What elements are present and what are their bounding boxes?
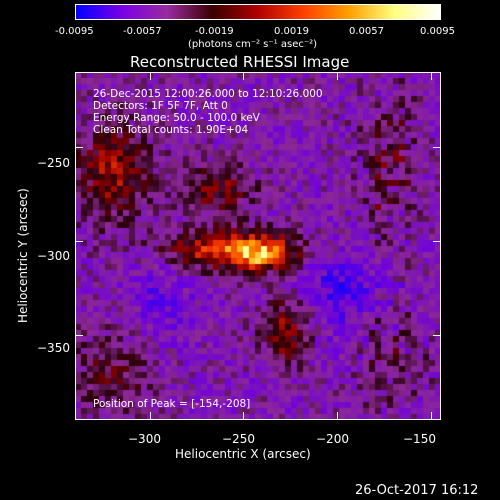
x-tick-label: −250: [222, 432, 255, 446]
y-tick-mark: [433, 240, 441, 242]
y-axis-label: Heliocentric Y (arcsec): [16, 188, 30, 323]
colorbar-tick-label: -0.0019: [195, 26, 234, 37]
y-tick-label: −300: [37, 249, 70, 263]
x-axis-label: Heliocentric X (arcsec): [175, 447, 311, 461]
x-tick-mark: [149, 412, 151, 420]
x-tick-label: −200: [316, 432, 349, 446]
colorbar-tick-label: 0.0057: [349, 26, 384, 37]
y-tick-label: −350: [37, 341, 70, 355]
x-tick-mark: [337, 412, 339, 420]
y-tick-mark: [75, 146, 83, 148]
colorbar-tick-label: -0.0057: [123, 26, 162, 37]
y-tick-mark: [75, 334, 83, 336]
x-tick-mark: [431, 412, 433, 420]
colorbar-tick-label: 0.0095: [420, 26, 455, 37]
plot-area: [75, 72, 441, 420]
detectors-info: Detectors: 1F 5F 7F, Att 0: [93, 100, 228, 112]
render-timestamp: 26-Oct-2017 16:12: [355, 483, 479, 498]
clean-counts-info: Clean Total counts: 1.90E+04: [93, 124, 249, 136]
y-tick-label: −250: [37, 156, 70, 170]
observation-time-range: 26-Dec-2015 12:00:26.000 to 12:10:26.000: [93, 88, 323, 100]
x-tick-label: −300: [128, 432, 161, 446]
colorbar-tick-label: 0.0019: [274, 26, 309, 37]
x-tick-mark: [149, 72, 151, 80]
plot-title: Reconstructed RHESSI Image: [130, 53, 350, 71]
y-tick-mark: [433, 146, 441, 148]
energy-range-info: Energy Range: 50.0 - 100.0 keV: [93, 112, 260, 124]
heatmap-image: [75, 72, 441, 420]
x-tick-label: −150: [403, 432, 436, 446]
x-tick-mark: [431, 72, 433, 80]
colorbar-unit-label: (photons cm⁻² s⁻¹ asec⁻²): [188, 39, 318, 50]
x-tick-mark: [337, 72, 339, 80]
y-tick-mark: [433, 334, 441, 336]
x-tick-mark: [243, 72, 245, 80]
peak-position-label: Position of Peak = [-154,-208]: [93, 398, 251, 410]
x-tick-mark: [243, 412, 245, 420]
colorbar-tick-label: -0.0095: [55, 26, 94, 37]
y-tick-mark: [75, 240, 83, 242]
colorbar: [75, 4, 441, 20]
